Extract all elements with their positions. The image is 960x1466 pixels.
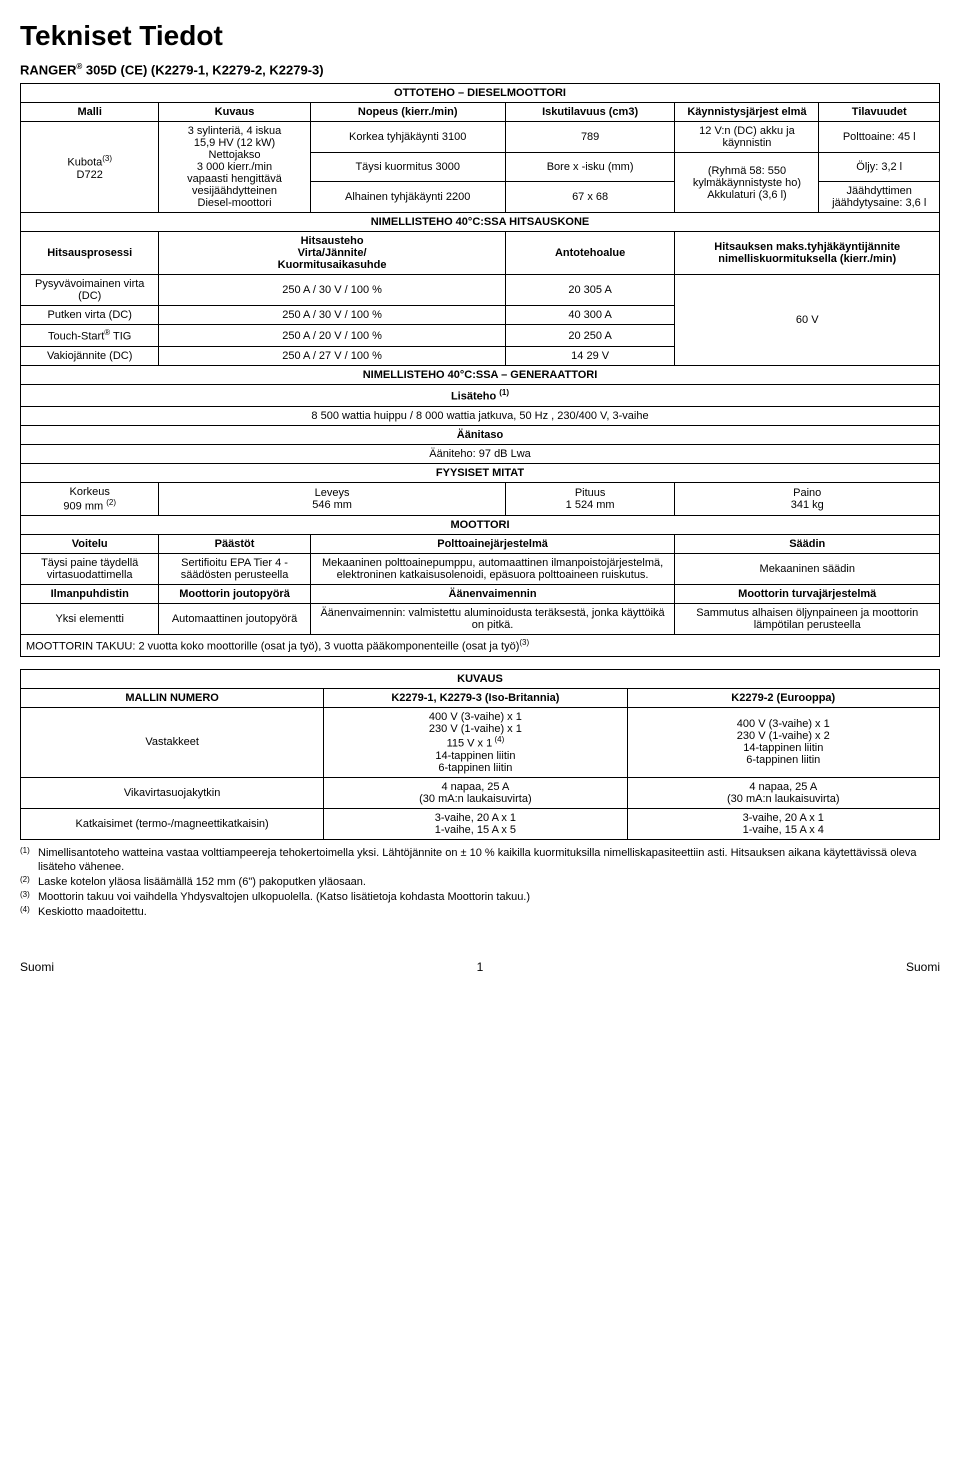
footer-left: Suomi [20,960,54,974]
hdr-kuvaus: Kuvaus [159,103,310,122]
product-subtitle: RANGER® 305D (CE) (K2279-1, K2279-2, K22… [20,62,940,77]
engine-table: OTTOTEHO – DIESELMOOTTORI Malli Kuvaus N… [20,83,940,657]
weld-h3: Antotehoalue [505,232,675,275]
page-footer: Suomi 1 Suomi [20,960,940,974]
weld-r0c1: 250 A / 30 V / 100 % [159,275,505,306]
kuvaus-r2-label: Katkaisimet (termo-/magneettikatkaisin) [21,808,324,839]
motor-r1c1: Täysi paine täydellä virtasuodattimella [21,554,159,585]
hdr-iskutilavuus: Iskutilavuus (cm3) [505,103,675,122]
speed-high: Korkea tyhjäkäynti 3100 [310,122,505,153]
hdr-nopeus: Nopeus (kierr./min) [310,103,505,122]
motor-r2c3: Äänenvaimennin [310,585,675,604]
gen-lisateho-val: 8 500 wattia huippu / 8 000 wattia jatku… [21,406,940,425]
kuvaus-r0-c3: 400 V (3-vaihe) x 1 230 V (1-vaihe) x 2 … [627,707,939,777]
motor-h1: Päästöt [159,535,310,554]
disp-1: 789 [505,122,675,153]
motor-r3c1: Yksi elementti [21,604,159,635]
motor-r2c2: Moottorin joutopyörä [159,585,310,604]
hdr-malli: Malli [21,103,159,122]
cap-2: Öljy: 3,2 l [819,153,940,182]
motor-r1c2: Sertifioitu EPA Tier 4 - säädösten perus… [159,554,310,585]
section-header-weld: NIMELLISTEHO 40°C:SSA HITSAUSKONE [21,213,940,232]
section-header-gen: NIMELLISTEHO 40°C:SSA – GENERAATTORI [21,365,940,384]
weld-h1: Hitsausprosessi [21,232,159,275]
kuvaus-r2-c3: 3-vaihe, 20 A x 1 1-vaihe, 15 A x 4 [627,808,939,839]
weld-r3c0: Vakiojännite (DC) [21,346,159,365]
cap-1: Polttoaine: 45 l [819,122,940,153]
kuvaus-h2: K2279-2 (Eurooppa) [627,688,939,707]
weld-r1c0: Putken virta (DC) [21,306,159,325]
engine-description: 3 sylinteriä, 4 iskua 15,9 HV (12 kW) Ne… [159,122,310,213]
footer-center: 1 [477,960,484,974]
section-header-motor: MOOTTORI [21,516,940,535]
cap-3: Jäähdyttimen jäähdytysaine: 3,6 l [819,182,940,213]
section-header-dim: FYYSISET MITAT [21,463,940,482]
dim-leveys: Leveys546 mm [159,482,505,516]
disp-2: Bore x -isku (mm) [505,153,675,182]
motor-r3c3: Äänenvaimennin: valmistettu aluminoidust… [310,604,675,635]
dim-korkeus: Korkeus909 mm (2) [21,482,159,516]
hdr-tilavuudet: Tilavuudet [819,103,940,122]
dim-pituus: Pituus1 524 mm [505,482,675,516]
motor-h0: Voitelu [21,535,159,554]
motor-r1c4: Mekaaninen säädin [675,554,940,585]
motor-r3c2: Automaattinen joutopyörä [159,604,310,635]
gen-aanitaso-val: Äänitehо: 97 dB Lwa [21,444,940,463]
motor-h3: Säädin [675,535,940,554]
weld-h4: Hitsauksen maks.tyhjäkäyntijännite nimel… [675,232,940,275]
weld-r0c0: Pysyvävoimainen virta (DC) [21,275,159,306]
weld-volt: 60 V [675,275,940,366]
weld-r1c1: 250 A / 30 V / 100 % [159,306,505,325]
page-title: Tekniset Tiedot [20,20,940,52]
weld-r1c2: 40 300 A [505,306,675,325]
weld-r3c1: 250 A / 27 V / 100 % [159,346,505,365]
engine-model: Kubota(3) D722 [21,122,159,213]
hdr-kaynnistys: Käynnistysjärjest elmä [675,103,819,122]
motor-r1c3: Mekaaninen polttoainepumppu, automaattin… [310,554,675,585]
section-header-engine: OTTOTEHO – DIESELMOOTTORI [21,84,940,103]
section-header-kuvaus: KUVAUS [21,669,940,688]
motor-r3c4: Sammutus alhaisen öljynpaineen ja mootto… [675,604,940,635]
kuvaus-r1-c3: 4 napaa, 25 A (30 mA:n laukaisuvirta) [627,777,939,808]
kuvaus-r1-label: Vikavirtasuojakytkin [21,777,324,808]
kuvaus-r0-c2: 400 V (3-vaihe) x 1230 V (1-vaihe) x 111… [324,707,627,777]
weld-r3c2: 14 29 V [505,346,675,365]
disp-3: 67 x 68 [505,182,675,213]
weld-r0c2: 20 305 A [505,275,675,306]
weld-h2: Hitsausteho Virta/Jännite/ Kuormitusaika… [159,232,505,275]
kuvaus-h1: K2279-1, K2279-3 (Iso-Britannia) [324,688,627,707]
motor-warranty: MOOTTORIN TAKUU: 2 vuotta koko moottoril… [21,635,940,657]
motor-r2c4: Moottorin turvajärjestelmä [675,585,940,604]
dim-paino: Paino341 kg [675,482,940,516]
motor-h2: Polttoainejärjestelmä [310,535,675,554]
weld-r2c2: 20 250 A [505,325,675,347]
kuvaus-r2-c2: 3-vaihe, 20 A x 1 1-vaihe, 15 A x 5 [324,808,627,839]
kuvaus-r1-c2: 4 napaa, 25 A (30 mA:n laukaisuvirta) [324,777,627,808]
gen-lisateho-hdr: Lisäteho (1) [21,384,940,406]
speed-full: Täysi kuormitus 3000 [310,153,505,182]
gen-aanitaso-hdr: Äänitaso [21,425,940,444]
footnotes: (1)Nimellisantoteho watteina vastaa volt… [20,846,940,920]
start-1: 12 V:n (DC) akku ja käynnistin [675,122,819,153]
kuvaus-h0: MALLIN NUMERO [21,688,324,707]
weld-r2c0: Touch-Start® TIG [21,325,159,347]
footer-right: Suomi [906,960,940,974]
kuvaus-table: KUVAUS MALLIN NUMERO K2279-1, K2279-3 (I… [20,669,940,840]
start-23: (Ryhmä 58: 550 kylmäkäynnistyste ho)Akku… [675,153,819,213]
motor-r2c1: Ilmanpuhdistin [21,585,159,604]
weld-r2c1: 250 A / 20 V / 100 % [159,325,505,347]
kuvaus-r0-label: Vastakkeet [21,707,324,777]
speed-low: Alhainen tyhjäkäynti 2200 [310,182,505,213]
